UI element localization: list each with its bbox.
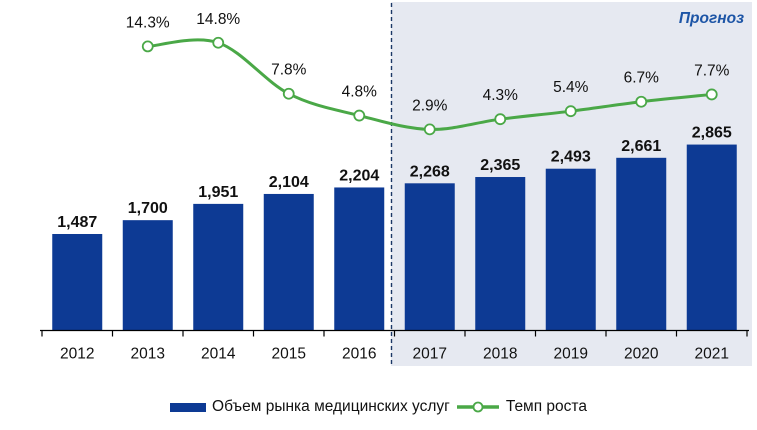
bar-2014 <box>193 203 244 331</box>
forecast-label: Прогноз <box>678 10 744 27</box>
x-tick-label-2017: 2017 <box>413 346 447 363</box>
bar-2018 <box>475 177 526 331</box>
growth-value-label-2020: 6.7% <box>624 70 660 87</box>
growth-value-label-2016: 4.8% <box>342 84 378 101</box>
growth-value-label-2013: 14.3% <box>126 14 170 31</box>
growth-value-label-2019: 5.4% <box>553 79 589 96</box>
bar-value-label-2018: 2,365 <box>480 157 520 174</box>
bar-value-label-2019: 2,493 <box>551 149 591 166</box>
growth-marker-2021 <box>705 88 718 101</box>
growth-value-label-2015: 7.8% <box>271 62 307 79</box>
bar-legend-label: Объем рынка медицинских услуг <box>212 398 450 415</box>
legend: Объем рынка медицинских услуг Темп роста <box>0 397 757 417</box>
line-legend-marker-icon <box>456 401 499 413</box>
bar-legend-swatch <box>170 402 207 412</box>
bar-2021 <box>686 144 737 331</box>
bar-value-label-2016: 2,204 <box>339 167 379 184</box>
bar-2019 <box>545 168 596 331</box>
x-tick-label-2012: 2012 <box>60 346 94 363</box>
x-tick-label-2014: 2014 <box>201 346 236 363</box>
bar-value-label-2015: 2,104 <box>269 174 309 191</box>
growth-marker-2020 <box>635 95 648 108</box>
bar-2020 <box>616 157 667 331</box>
growth-value-label-2021: 7.7% <box>694 62 730 79</box>
bar-2012 <box>52 233 103 331</box>
growth-marker-2013 <box>141 40 154 53</box>
bar-value-label-2017: 2,268 <box>410 163 450 180</box>
growth-marker-2015 <box>282 87 295 100</box>
plot-area: 1,487 1,700 1,951 2,104 2,204 2,268 2,365 2,493… <box>40 2 752 367</box>
bar-value-label-2014: 1,951 <box>198 184 238 201</box>
x-tick-label-2013: 2013 <box>131 346 165 363</box>
growth-marker-2018 <box>494 113 507 126</box>
bar-2017 <box>404 183 455 331</box>
growth-marker-2017 <box>423 123 436 136</box>
bar-value-label-2013: 1,700 <box>128 200 168 217</box>
growth-marker-2014 <box>212 36 225 49</box>
bar-2015 <box>263 193 314 331</box>
x-tick-label-2015: 2015 <box>272 346 306 363</box>
x-tick-label-2020: 2020 <box>624 346 659 363</box>
x-tick-label-2019: 2019 <box>554 346 588 363</box>
growth-value-label-2017: 2.9% <box>412 97 448 114</box>
growth-marker-2019 <box>564 105 577 118</box>
growth-marker-2016 <box>353 109 366 122</box>
x-tick-label-2016: 2016 <box>342 346 376 363</box>
growth-value-label-2014: 14.8% <box>196 11 240 28</box>
x-tick-label-2021: 2021 <box>695 346 729 363</box>
x-tick-label-2018: 2018 <box>483 346 517 363</box>
bar-2016 <box>334 187 385 331</box>
bar-2013 <box>122 220 173 331</box>
line-legend-label: Темп роста <box>505 398 587 415</box>
growth-value-label-2018: 4.3% <box>483 87 519 104</box>
bar-value-label-2020: 2,661 <box>621 138 661 155</box>
bar-value-label-2021: 2,865 <box>692 125 732 142</box>
bar-value-label-2012: 1,487 <box>57 214 97 231</box>
